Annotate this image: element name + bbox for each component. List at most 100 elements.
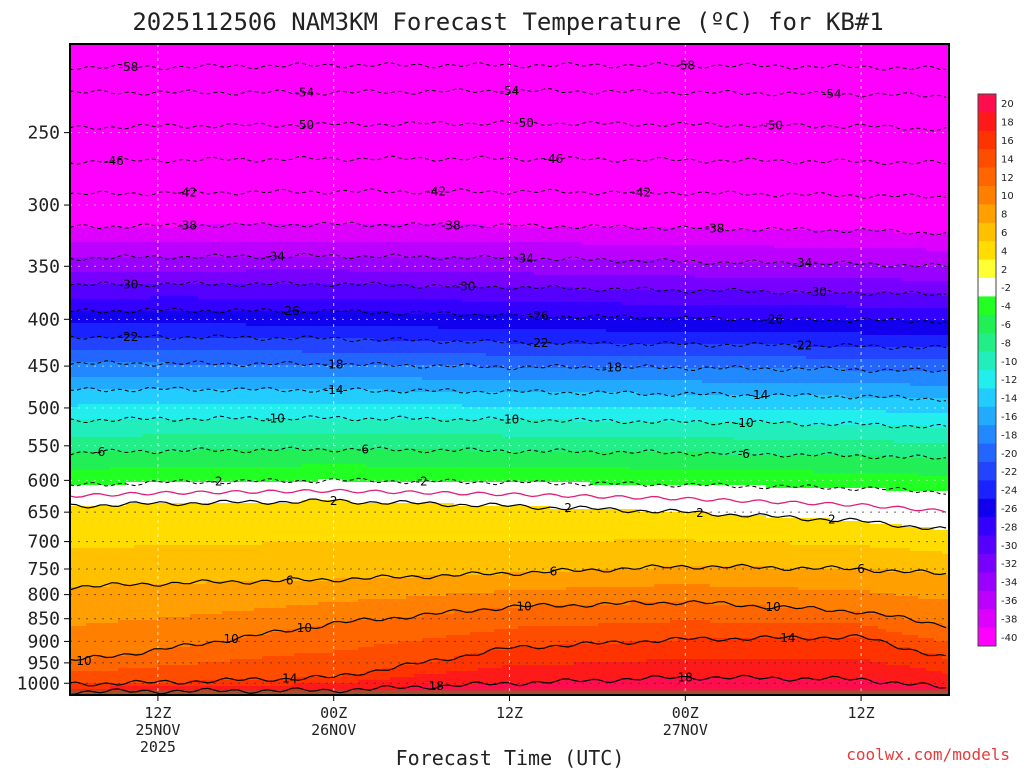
temperature-band-cell	[350, 377, 359, 390]
temperature-band-cell	[286, 419, 295, 435]
temperature-band-cell	[510, 437, 519, 453]
temperature-band-cell	[294, 224, 303, 243]
temperature-band-cell	[550, 344, 559, 357]
temperature-band-cell	[766, 623, 775, 639]
temperature-band-cell	[694, 344, 703, 357]
temperature-band-cell	[454, 419, 463, 435]
pressure-tick-label: 550	[27, 436, 60, 457]
temperature-band-cell	[854, 308, 863, 321]
temperature-band-cell	[662, 584, 671, 603]
temperature-band-cell	[142, 272, 151, 285]
temperature-band-cell	[814, 263, 823, 279]
temperature-band-cell	[918, 638, 927, 654]
colorbar-label: -34	[1001, 578, 1017, 589]
temperature-band-cell	[406, 272, 415, 285]
temperature-band-cell	[934, 551, 943, 576]
temperature-band-cell	[70, 377, 79, 390]
pressure-tick-label: 600	[27, 470, 60, 491]
temperature-band-cell	[654, 452, 663, 471]
temperature-band-cell	[934, 530, 943, 552]
temperature-band-cell	[790, 638, 799, 660]
temperature-band-cell	[550, 542, 559, 573]
temperature-band-cell	[654, 539, 663, 567]
temperature-band-cell	[478, 272, 487, 288]
temperature-band-cell	[406, 578, 415, 597]
temperature-band-cell	[942, 335, 949, 348]
temperature-band-cell	[582, 407, 591, 423]
temperature-band-cell	[678, 317, 687, 333]
temperature-band-cell	[270, 311, 279, 327]
temperature-band-cell	[822, 44, 831, 231]
temperature-band-cell	[918, 653, 927, 669]
temperature-band-cell	[894, 548, 903, 573]
temperature-band-cell	[134, 311, 143, 324]
temperature-band-cell	[758, 566, 767, 588]
temperature-band-cell	[494, 257, 503, 273]
temperature-band-cell	[622, 605, 631, 624]
temperature-band-cell	[542, 542, 551, 573]
temperature-band-cell	[726, 44, 735, 231]
temperature-band-cell	[822, 545, 831, 570]
temperature-band-cell	[582, 509, 591, 543]
temperature-band-cell	[758, 638, 767, 660]
temperature-band-cell	[254, 284, 263, 300]
temperature-band-cell	[294, 257, 303, 270]
temperature-band-cell	[774, 395, 783, 411]
temperature-band-cell	[198, 272, 207, 285]
contour-label: -34	[514, 252, 534, 266]
temperature-band-cell	[598, 542, 607, 570]
temperature-band-cell	[190, 377, 199, 390]
temperature-band-cell	[566, 419, 575, 438]
temperature-band-cell	[510, 356, 519, 369]
temperature-band-cell	[742, 542, 751, 567]
contour-label: 18	[429, 679, 444, 693]
temperature-band-cell	[534, 452, 543, 468]
temperature-band-cell	[126, 620, 135, 654]
temperature-band-cell	[902, 548, 911, 573]
temperature-band-cell	[942, 320, 949, 336]
temperature-band-cell	[894, 359, 903, 372]
temperature-band-cell	[318, 242, 327, 258]
temperature-band-cell	[550, 647, 559, 666]
temperature-band-cell	[822, 569, 831, 591]
temperature-band-cell	[382, 599, 391, 621]
temperature-band-cell	[942, 308, 949, 321]
temperature-band-cell	[782, 305, 791, 321]
temperature-band-cell	[678, 290, 687, 306]
temperature-band-cell	[862, 320, 871, 336]
temperature-band-cell	[830, 320, 839, 333]
temperature-band-cell	[846, 638, 855, 660]
temperature-band-cell	[374, 449, 383, 468]
credit-link[interactable]: coolwx.com/models	[846, 745, 1010, 764]
temperature-band-cell	[134, 242, 143, 258]
temperature-band-cell	[334, 326, 343, 339]
temperature-band-cell	[430, 287, 439, 300]
temperature-band-cell	[750, 263, 759, 279]
temperature-band-cell	[550, 482, 559, 510]
temperature-band-cell	[926, 233, 935, 252]
temperature-band-cell	[86, 470, 95, 486]
temperature-band-cell	[302, 311, 311, 327]
temperature-band-cell	[718, 368, 727, 384]
temperature-band-cell	[886, 440, 895, 459]
temperature-band-cell	[798, 368, 807, 384]
temperature-band-cell	[334, 242, 343, 258]
temperature-band-cell	[926, 653, 935, 672]
temperature-band-cell	[118, 548, 127, 585]
temperature-band-cell	[142, 377, 151, 390]
temperature-band-cell	[86, 506, 95, 549]
temperature-band-cell	[614, 302, 623, 318]
temperature-band-cell	[654, 677, 663, 695]
temperature-band-cell	[166, 404, 175, 420]
temperature-band-cell	[374, 404, 383, 420]
temperature-band-cell	[590, 452, 599, 468]
temperature-band-cell	[694, 380, 703, 396]
temperature-band-cell	[598, 623, 607, 645]
contour-label: 2	[696, 506, 704, 520]
temperature-band-cell	[78, 377, 87, 390]
temperature-band-cell	[278, 269, 287, 285]
temperature-band-cell	[710, 452, 719, 471]
temperature-band-cell	[406, 467, 415, 483]
temperature-band-cell	[214, 389, 223, 405]
temperature-band-cell	[78, 350, 87, 363]
